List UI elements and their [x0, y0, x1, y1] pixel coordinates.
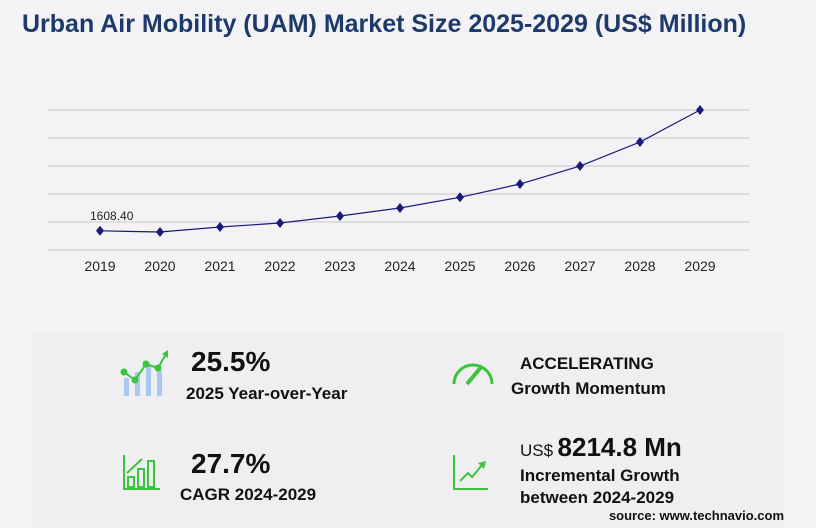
data-point [96, 225, 104, 236]
incremental-growth-value: US$ 8214.8 Mn [520, 432, 682, 463]
speedometer-icon [452, 363, 494, 386]
momentum-value: ACCELERATING [520, 354, 654, 373]
yoy-value: 25.5% [191, 346, 271, 377]
x-tick-label: 2020 [144, 258, 175, 274]
data-point [216, 222, 224, 233]
yoy-label: 2025 Year-over-Year [186, 384, 348, 403]
x-tick-label: 2028 [624, 258, 655, 274]
data-point [636, 137, 644, 148]
x-tick-label: 2023 [324, 258, 355, 274]
x-tick-label: 2024 [384, 258, 415, 274]
series-line [99, 109, 701, 233]
line-chart: 2019 2020 2021 2022 2023 2024 2025 2026 2027 2028… [48, 105, 750, 274]
trend-up-icon [453, 455, 488, 490]
x-tick-label: 2027 [564, 258, 595, 274]
incremental-value: 8214.8 Mn [557, 432, 682, 462]
data-point [276, 218, 284, 229]
incremental-label-1: Incremental Growth [520, 466, 680, 485]
momentum-label: Growth Momentum [511, 379, 666, 398]
data-point [696, 105, 704, 116]
x-tick-label: 2029 [684, 258, 715, 274]
incremental-label-2: between 2024-2029 [520, 488, 675, 507]
currency-prefix: US$ [520, 441, 554, 460]
data-point [516, 179, 524, 190]
data-label: 1608.40 [90, 209, 134, 223]
x-tick-label: 2021 [204, 258, 235, 274]
source-text: source: www.technavio.com [608, 508, 784, 523]
data-point [336, 211, 344, 222]
data-point [456, 192, 464, 203]
data-point [396, 203, 404, 214]
x-tick-label: 2025 [444, 258, 475, 274]
x-tick-label: 2022 [264, 258, 295, 274]
bar-line-chart-icon [120, 350, 168, 396]
cagr-value: 27.7% [191, 448, 271, 479]
data-point [156, 227, 164, 238]
x-tick-label: 2019 [84, 258, 115, 274]
x-tick-label: 2026 [504, 258, 535, 274]
cagr-label: CAGR 2024-2029 [180, 485, 317, 504]
page-title: Urban Air Mobility (UAM) Market Size 202… [22, 10, 747, 38]
bar-growth-icon [123, 455, 160, 490]
data-point [576, 161, 584, 172]
